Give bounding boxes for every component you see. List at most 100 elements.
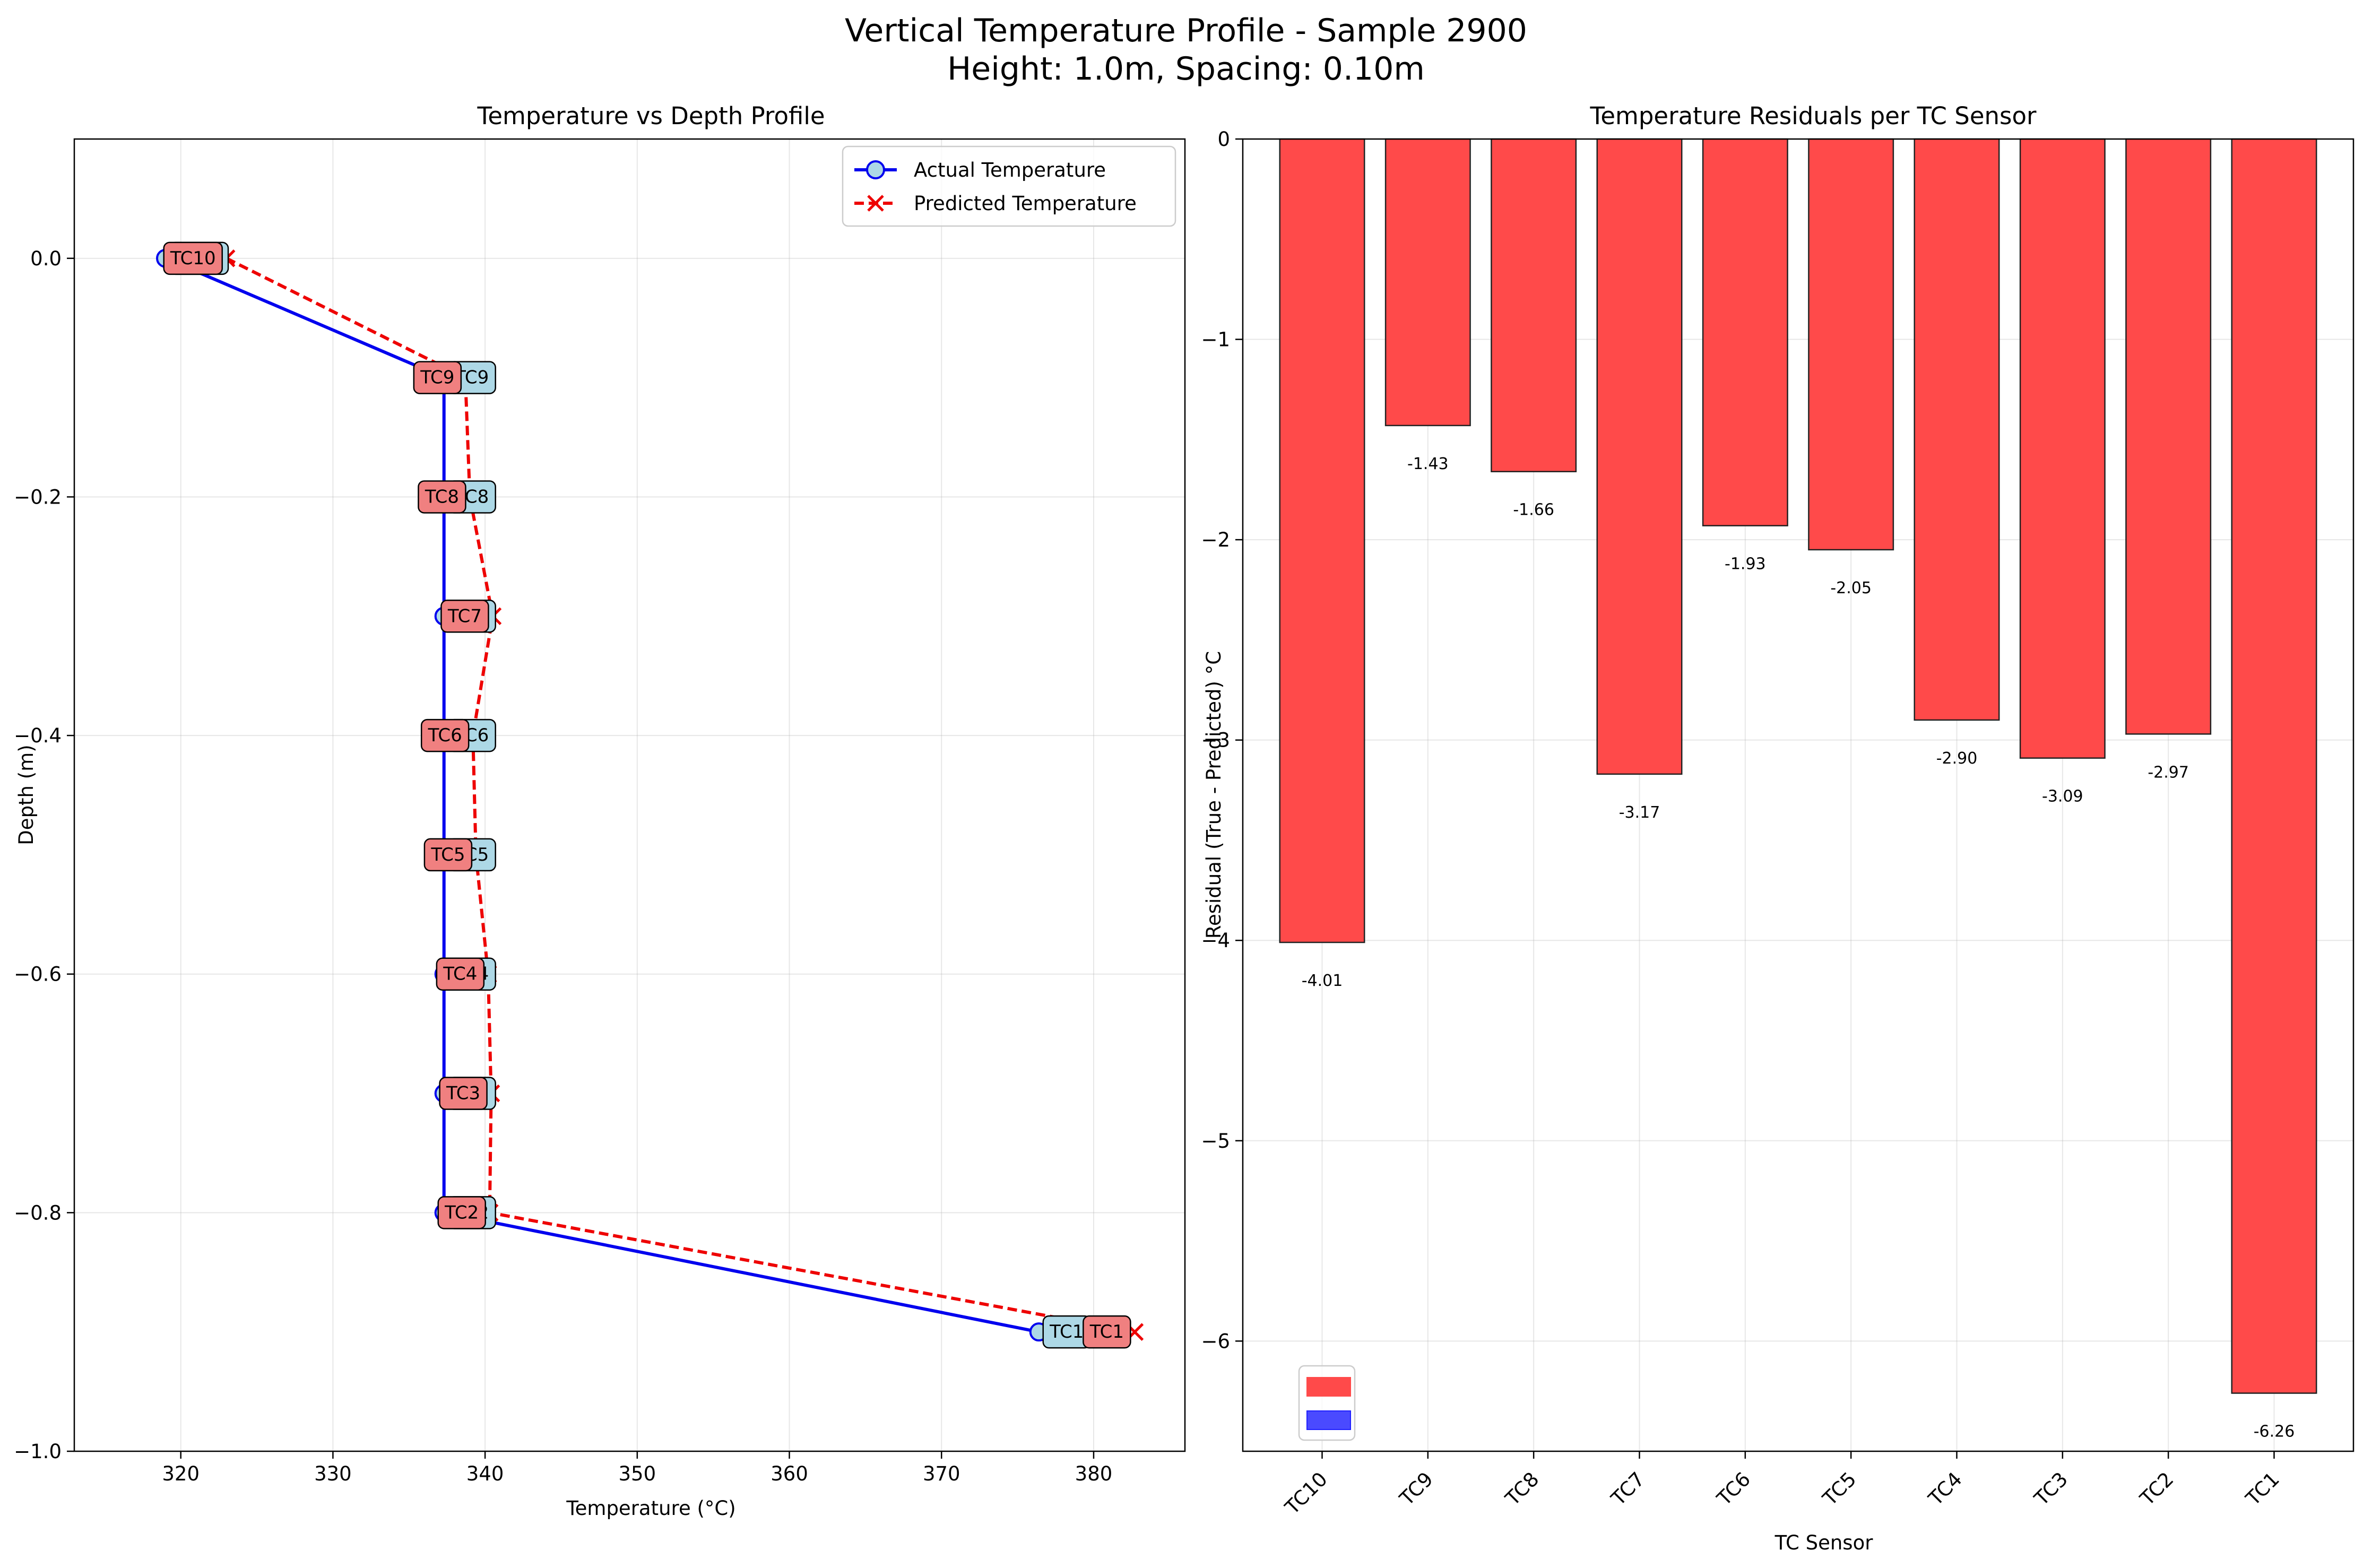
residual-value-label: -3.17 xyxy=(1619,803,1660,822)
temperature-depth-chart: Temperature vs Depth Profile TC10TC10TC9… xyxy=(14,102,1186,1520)
legend-blue-swatch xyxy=(1306,1410,1351,1430)
left-legend: Actual Temperature Predicted Temperature xyxy=(842,145,1176,227)
residuals-bar-chart: Temperature Residuals per TC Sensor -4.0… xyxy=(1201,102,2354,1554)
predicted-sensor-label: TC8 xyxy=(418,480,466,514)
predicted-sensor-label-box xyxy=(420,718,470,752)
predicted-sensor-label-text: TC8 xyxy=(425,486,459,507)
residual-value-label: -1.43 xyxy=(1407,455,1449,473)
predicted-sensor-label-box xyxy=(423,838,473,872)
legend-actual-marker xyxy=(866,160,885,179)
residual-value-label: -3.09 xyxy=(2042,787,2083,806)
legend-predicted-marker xyxy=(867,195,884,212)
residual-value-label: -1.66 xyxy=(1513,501,1554,519)
residual-value-label: -4.01 xyxy=(1302,972,1343,990)
right-plot-frame xyxy=(1242,138,2354,1452)
left-y-tick-label: −0.4 xyxy=(14,724,62,747)
left-x-axis-label: Temperature (°C) xyxy=(566,1497,735,1520)
right-chart-title: Temperature Residuals per TC Sensor xyxy=(1589,102,2037,130)
residual-bar xyxy=(2125,138,2212,735)
residual-bar xyxy=(1596,138,1683,775)
legend-predicted-label: Predicted Temperature xyxy=(914,192,1137,215)
predicted-sensor-label-text: TC2 xyxy=(444,1202,479,1223)
predicted-sensor-label: TC5 xyxy=(423,838,473,872)
left-y-tick-label: −0.2 xyxy=(14,486,62,508)
predicted-sensor-label-box xyxy=(439,1077,488,1110)
right-bars xyxy=(1279,138,2317,1394)
residual-bar xyxy=(1279,138,1365,943)
left-plot-frame xyxy=(73,138,1186,1452)
right-legend xyxy=(1298,1365,1356,1441)
right-value-labels: -4.01 -1.43 -1.66 -3.17 -1.93 -2.05 -2.90 -3.09… xyxy=(1302,455,2295,1441)
left-x-tick-label: 370 xyxy=(923,1462,960,1485)
predicted-sensor-label-text: TC7 xyxy=(447,605,482,627)
right-y-tick-label: −1 xyxy=(1201,328,1230,351)
residual-bar xyxy=(1384,138,1471,427)
legend-actual-label: Actual Temperature xyxy=(914,159,1106,181)
right-y-axis-label: Residual (True - Predicted) °C xyxy=(1202,651,1225,939)
left-y-tick-label: −1.0 xyxy=(14,1440,62,1463)
predicted-sensor-label-box xyxy=(440,600,489,633)
left-x-tick-label: 330 xyxy=(314,1462,352,1485)
predicted-sensor-label-text: TC3 xyxy=(446,1083,480,1104)
predicted-sensor-label: TC1 xyxy=(1083,1315,1131,1349)
residual-bar xyxy=(1808,138,1894,551)
left-y-tick-label: −0.6 xyxy=(14,963,62,986)
residual-bar xyxy=(2231,138,2317,1394)
predicted-sensor-label: TC10 xyxy=(163,241,223,275)
left-ticks: 320 330 340 350 360 370 380 0.0 −0.2 −0.4 −0.6 −0.8… xyxy=(14,247,1112,1485)
predicted-sensor-label-box xyxy=(437,1196,486,1229)
actual-sensor-label-text: TC1 xyxy=(1049,1321,1084,1342)
residual-value-label: -6.26 xyxy=(2254,1423,2295,1441)
residual-value-label: -2.90 xyxy=(1936,749,1978,768)
right-y-tick-label: −2 xyxy=(1201,529,1230,551)
predicted-sensor-label: TC6 xyxy=(420,718,470,752)
predicted-sensor-label-box xyxy=(436,957,485,991)
predicted-sensor-label-text: TC9 xyxy=(420,367,454,388)
left-y-axis-label: Depth (m) xyxy=(15,744,38,845)
residual-bar xyxy=(1702,138,1788,526)
left-legend-box xyxy=(842,145,1176,227)
predicted-sensor-label: TC2 xyxy=(437,1196,486,1229)
left-x-tick-label: 380 xyxy=(1075,1462,1113,1485)
predicted-sensor-label-box xyxy=(1083,1315,1131,1349)
left-grid xyxy=(74,139,1185,1452)
predicted-sensor-label-box xyxy=(413,361,462,394)
right-y-tick-label: −5 xyxy=(1201,1130,1230,1153)
actual-temperature-line xyxy=(165,257,1040,1334)
left-x-tick-label: 340 xyxy=(466,1462,504,1485)
predicted-sensor-label: TC7 xyxy=(440,600,489,633)
right-y-tick-label: 0 xyxy=(1217,128,1230,151)
predicted-sensor-label-text: TC5 xyxy=(430,844,465,865)
predicted-sensor-label-box xyxy=(418,480,466,514)
predicted-sensor-label-box xyxy=(163,241,223,275)
right-y-tick-label: −6 xyxy=(1201,1330,1230,1353)
residual-value-label: -2.97 xyxy=(2148,763,2189,782)
predicted-temperature-line xyxy=(226,257,1135,1334)
right-x-axis-label: TC Sensor xyxy=(1774,1531,1874,1554)
residual-bar xyxy=(2019,138,2106,759)
left-sensor-annotations: TC10TC10TC9TC9TC8TC8TC7TC7TC6TC6TC5TC5TC… xyxy=(163,241,1131,1349)
left-x-tick-label: 320 xyxy=(162,1462,200,1485)
left-x-tick-label: 350 xyxy=(619,1462,656,1485)
predicted-sensor-label: TC9 xyxy=(413,361,462,394)
left-chart-title: Temperature vs Depth Profile xyxy=(477,102,825,130)
legend-red-swatch xyxy=(1306,1377,1351,1397)
predicted-sensor-label: TC3 xyxy=(439,1077,488,1110)
residual-value-label: -2.05 xyxy=(1830,579,1872,597)
predicted-sensor-label-text: TC4 xyxy=(443,964,477,985)
predicted-sensor-label: TC4 xyxy=(436,957,485,991)
predicted-sensor-label-text: TC1 xyxy=(1089,1321,1124,1342)
residual-bar xyxy=(1914,138,2000,721)
figure-title-line2: Height: 1.0m, Spacing: 0.10m xyxy=(947,50,1425,88)
right-y-tick-label: −4 xyxy=(1201,929,1230,952)
left-x-tick-label: 360 xyxy=(771,1462,808,1485)
left-y-tick-label: 0.0 xyxy=(30,247,62,270)
figure-title-line1: Vertical Temperature Profile - Sample 29… xyxy=(845,12,1527,49)
predicted-sensor-label-text: TC6 xyxy=(428,725,462,746)
residual-value-label: -1.93 xyxy=(1725,555,1766,574)
right-y-tick-label: −3 xyxy=(1201,729,1230,752)
residual-bar xyxy=(1491,138,1577,472)
